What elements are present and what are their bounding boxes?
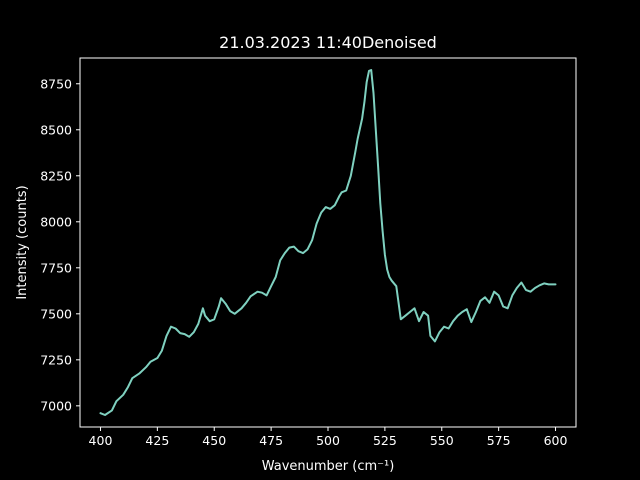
x-tick-label: 600 (544, 433, 568, 448)
x-tick-label: 475 (259, 433, 283, 448)
x-tick-label: 425 (145, 433, 169, 448)
y-tick-label: 8000 (40, 214, 72, 229)
y-axis-label: Intensity (counts) (15, 185, 30, 299)
y-tick-label: 8750 (40, 76, 72, 91)
series-line (99, 69, 557, 416)
y-tick-label: 7250 (40, 352, 72, 367)
y-axis-ticks: 7000 7250 7500 7750 8000 8250 8500 8750 (40, 76, 80, 413)
y-tick-label: 8500 (40, 122, 72, 137)
x-axis-ticks: 400 425 450 475 500 525 550 575 600 (89, 427, 568, 448)
x-tick-label: 400 (89, 433, 113, 448)
y-tick-label: 7500 (40, 306, 72, 321)
x-tick-label: 525 (373, 433, 397, 448)
x-tick-label: 550 (430, 433, 454, 448)
x-tick-label: 500 (316, 433, 340, 448)
x-tick-label: 450 (202, 433, 226, 448)
x-axis-label: Wavenumber (cm⁻¹) (262, 459, 395, 474)
plot-frame (79, 57, 577, 428)
y-tick-label: 7750 (40, 260, 72, 275)
y-tick-label: 7000 (40, 398, 72, 413)
x-tick-label: 575 (487, 433, 511, 448)
chart-title: 21.03.2023 11:40Denoised (219, 33, 437, 52)
y-tick-label: 8250 (40, 168, 72, 183)
plot-background (80, 58, 576, 427)
